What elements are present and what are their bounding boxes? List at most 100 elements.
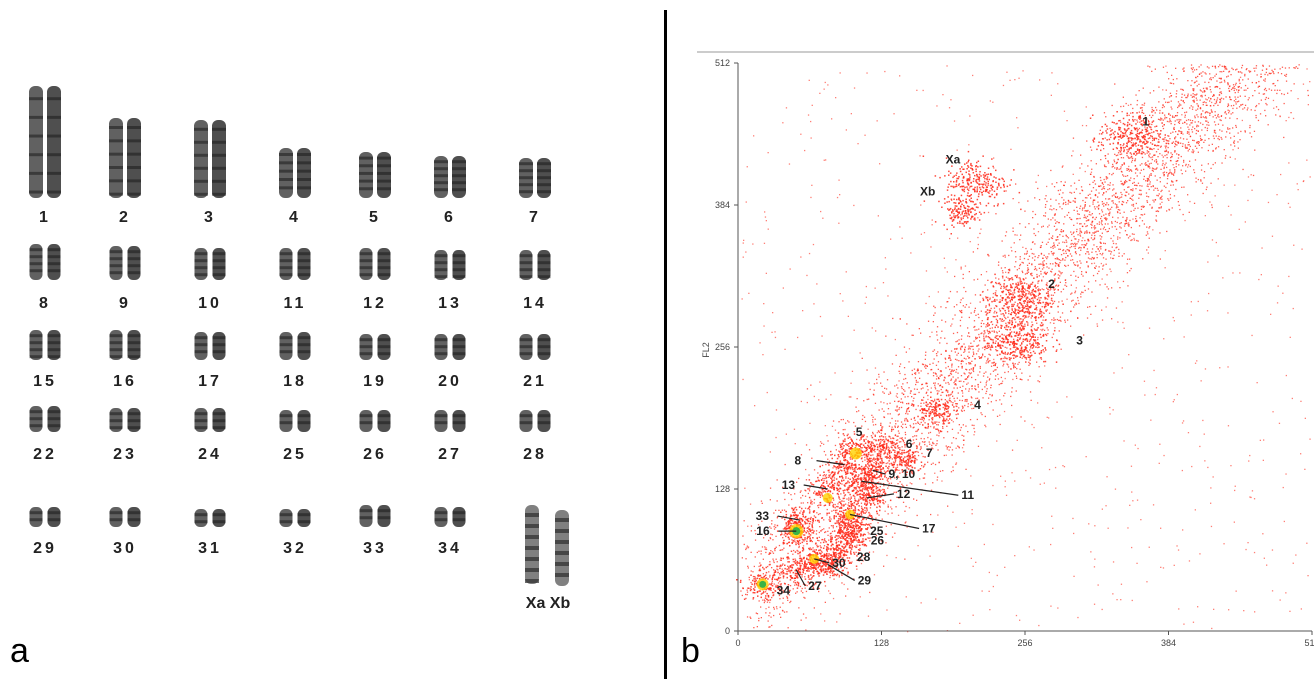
x-tick-label: 0 [735,638,740,648]
chromosome-pair [359,152,391,198]
chromosome-pair [280,410,311,432]
chromosome-label: 32 [283,540,307,557]
x-tick-label: 384 [1161,638,1176,648]
cluster-label: Xa [946,153,961,167]
chromosome-label: 19 [363,373,387,390]
cluster-label: 17 [922,522,936,536]
chromosome-label: 9 [119,295,131,312]
chromosome-label: 12 [363,295,387,312]
cluster-label: 12 [897,487,911,501]
x-tick-label: 128 [874,638,889,648]
chromosome-label: 30 [113,540,137,557]
chromosome-label: 16 [113,373,137,390]
chromosome-label: 8 [39,295,51,312]
y-axis-label: FL2 [701,342,711,358]
chromosome-pair [519,158,551,198]
cluster-label: 11 [961,488,974,502]
chromosome-pair [520,410,551,432]
y-tick-label: 512 [715,58,730,68]
chromosome-pair [360,248,391,280]
chromosome-label: 23 [113,446,137,463]
chromosome-pair [109,118,141,198]
chromosome-label: 18 [283,373,307,390]
chromosome-label: 5 [369,209,381,226]
cluster-label: 8 [795,454,802,468]
chromosome-pair [30,244,61,280]
chromosome-pair [360,505,391,527]
cluster-label: 29 [858,573,872,587]
chromosome-pair [30,330,61,360]
chromosome-pair [280,332,311,360]
chromosome-pair [30,406,61,432]
chromosome-pair [279,148,311,198]
y-tick-label: 128 [715,484,730,494]
chromosome-label: 24 [198,446,222,463]
chromosome-label: 11 [284,295,307,312]
chromosome-pair [435,334,466,360]
cluster-label: 16 [756,524,770,538]
chromosome-label: 27 [438,446,462,463]
chromosome-label: 34 [438,540,462,557]
chromosome-label: 20 [438,373,462,390]
x-tick-label: 512 [1304,638,1314,648]
cluster-label: 6 [906,437,913,451]
chromosome-pair [280,248,311,280]
chromosome-label: 31 [198,540,222,557]
chromosome-label: 14 [523,295,547,312]
chromosome-pair [520,250,551,280]
leader-line [873,470,886,474]
cluster-label: 13 [782,478,796,492]
chromosome-pair [110,507,141,527]
cluster-label: 2 [1048,277,1055,291]
cluster-label: 34 [777,583,791,597]
chromosome-pair [360,410,391,432]
chromosome-pair [110,246,141,280]
scatter-points [736,64,1311,632]
chromosome-label: 25 [283,446,307,463]
panel-letter-a: a [10,632,29,671]
chromosome-label: 21 [523,373,547,390]
cluster-label: 26 [871,534,885,548]
y-tick-label: 384 [715,200,730,210]
cluster-label: 1 [1142,114,1149,128]
cluster-label: 27 [808,579,822,593]
chromosome-pair [194,120,226,198]
chromosome-label: 1 [39,209,51,226]
chromosome-label: 2 [119,209,131,226]
chromosome-label: 7 [529,209,541,226]
chromosome-label: 6 [444,209,456,226]
chromosome-pair [435,410,466,432]
chromosome-pair [195,509,226,527]
chromosome-pair [110,408,141,432]
y-tick-label: 0 [725,626,730,636]
chromosome-label: 26 [363,446,387,463]
chromosome-pair [434,156,466,198]
cluster-label: 3 [1076,333,1083,347]
chromosome-label: 15 [33,373,57,390]
chromosome-pair [525,505,569,586]
chromosome-pair [29,86,61,198]
flow-karyotype-panel: 01282563845120128256384512FL21XaXb234567… [667,0,1314,679]
chromosome-label: 3 [204,209,216,226]
chromosome-pair [435,250,466,280]
y-tick-label: 256 [715,342,730,352]
chromosome-pair [195,248,226,280]
chromosome-label: Xa Xb [526,595,571,612]
chromosome-label: 29 [33,540,57,557]
chromosome-pair [280,509,311,527]
cluster-label: 5 [856,425,863,439]
chromosome-label: 4 [289,209,301,226]
cluster-label: 4 [974,398,981,412]
chromosome-label: 10 [198,295,222,312]
chromosome-pair [360,334,391,360]
chromosome-label: 13 [438,295,462,312]
chromosome-pair [195,332,226,360]
panel-letter-b: b [681,632,700,671]
chromosome-label: 22 [33,446,57,463]
x-tick-label: 256 [1017,638,1032,648]
chromosome-pair [520,334,551,360]
chromosome-label: 28 [523,446,547,463]
chromosome-pair [110,330,141,360]
